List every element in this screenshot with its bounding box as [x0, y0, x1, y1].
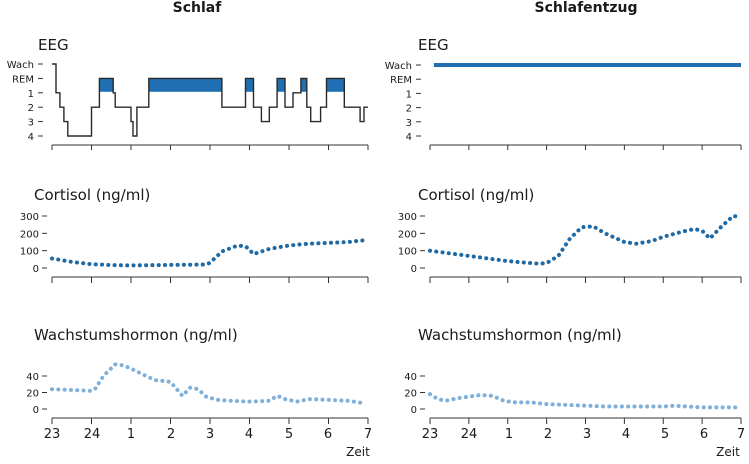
cortisol-schlaf-y-label-3: 300 — [20, 212, 39, 223]
gh-schlafentzug-series-line — [428, 392, 743, 410]
eeg-schlafentzug-y-label-1: REM — [390, 75, 412, 86]
x-tick-right-5: 5 — [661, 427, 669, 442]
x-tick-left-6: 6 — [324, 427, 332, 442]
eeg-schlaf-rem-block-36 — [277, 78, 286, 92]
gh-schlaf-y-label-2: 40 — [26, 372, 39, 383]
cortisol-schlafentzug-series-line — [428, 213, 743, 266]
plots-layer: WachREM1234WachREM1234010020030001002003… — [7, 60, 743, 424]
column-title-schlafentzug: Schlafentzug — [535, 0, 638, 16]
x-tick-left-1: 1 — [127, 427, 135, 442]
x-tick-left-4: 4 — [245, 427, 253, 442]
gh-schlaf-y-label-0: 0 — [33, 405, 39, 416]
x-tick-right-1: 1 — [505, 427, 513, 442]
x-tick-left-23: 23 — [44, 427, 61, 442]
x-tick-right-7: 7 — [737, 427, 745, 442]
x-tick-left-7: 7 — [364, 427, 372, 442]
gh-schlaf-series-line — [50, 362, 366, 406]
x-label-left: Zeit — [346, 445, 370, 459]
column-title-schlaf: Schlaf — [173, 0, 223, 16]
eeg-schlaf-y-label-4: 3 — [28, 118, 34, 129]
eeg-schlaf-rem-block-24 — [148, 78, 222, 92]
eeg-schlafentzug-title: EEG — [418, 36, 449, 54]
eeg-schlafentzug-y-label-3: 2 — [406, 104, 412, 115]
gh-schlaf-title: Wachstumshormon (ng/ml) — [34, 326, 238, 344]
cortisol-schlaf-y-label-0: 0 — [33, 264, 39, 275]
x-label-right: Zeit — [716, 445, 740, 459]
eeg-schlafentzug-y-label-5: 4 — [406, 132, 412, 143]
gh-schlafentzug-y-label-2: 40 — [404, 372, 417, 383]
eeg-schlafentzug-y-label-4: 3 — [406, 118, 412, 129]
x-tick-right-4: 4 — [622, 427, 630, 442]
cortisol-schlafentzug-y-label-1: 100 — [398, 247, 417, 258]
eeg-schlaf-y-label-3: 2 — [28, 103, 34, 114]
cortisol-schlaf-series-line — [50, 238, 366, 268]
eeg-schlafentzug-y-label-0: Wach — [385, 61, 412, 72]
eeg-schlaf-y-label-1: REM — [12, 74, 34, 85]
cortisol-schlaf-y-label-1: 100 — [20, 247, 39, 258]
x-tick-left-5: 5 — [285, 427, 293, 442]
eeg-schlaf-title: EEG — [38, 36, 69, 54]
eeg-schlaf-y-label-2: 1 — [28, 89, 34, 100]
x-tick-left-2: 2 — [167, 427, 175, 442]
eeg-schlaf-y-label-5: 4 — [28, 132, 34, 143]
gh-schlafentzug-y-label-1: 20 — [404, 389, 417, 400]
x-tick-right-24: 24 — [461, 427, 478, 442]
x-tick-left-3: 3 — [206, 427, 214, 442]
gh-schlafentzug-y-label-0: 0 — [411, 405, 417, 416]
x-tick-right-6: 6 — [700, 427, 708, 442]
eeg-schlaf-hypnogram-line — [52, 63, 368, 137]
cortisol-schlaf-title: Cortisol (ng/ml) — [34, 186, 150, 204]
eeg-schlaf-rem-block-42 — [300, 78, 307, 92]
gh-schlafentzug-title: Wachstumshormon (ng/ml) — [418, 326, 622, 344]
x-tick-right-23: 23 — [422, 427, 439, 442]
eeg-schlaf-rem-block-50 — [326, 78, 345, 92]
gh-schlaf-y-label-1: 20 — [26, 389, 39, 400]
cortisol-schlafentzug-title: Cortisol (ng/ml) — [418, 186, 534, 204]
cortisol-schlafentzug-y-label-3: 300 — [398, 212, 417, 223]
x-tick-left-24: 24 — [84, 427, 101, 442]
eeg-schlaf-rem-block-12 — [99, 78, 114, 92]
eeg-schlafentzug-y-label-2: 1 — [406, 89, 412, 100]
eeg-schlaf-rem-block-28 — [245, 78, 254, 92]
x-tick-right-3: 3 — [583, 427, 591, 442]
cortisol-schlafentzug-y-label-2: 200 — [398, 229, 417, 240]
cortisol-schlaf-y-label-2: 200 — [20, 229, 39, 240]
eeg-schlaf-y-label-0: Wach — [7, 60, 34, 71]
x-tick-right-2: 2 — [544, 427, 552, 442]
cortisol-schlafentzug-y-label-0: 0 — [411, 264, 417, 275]
